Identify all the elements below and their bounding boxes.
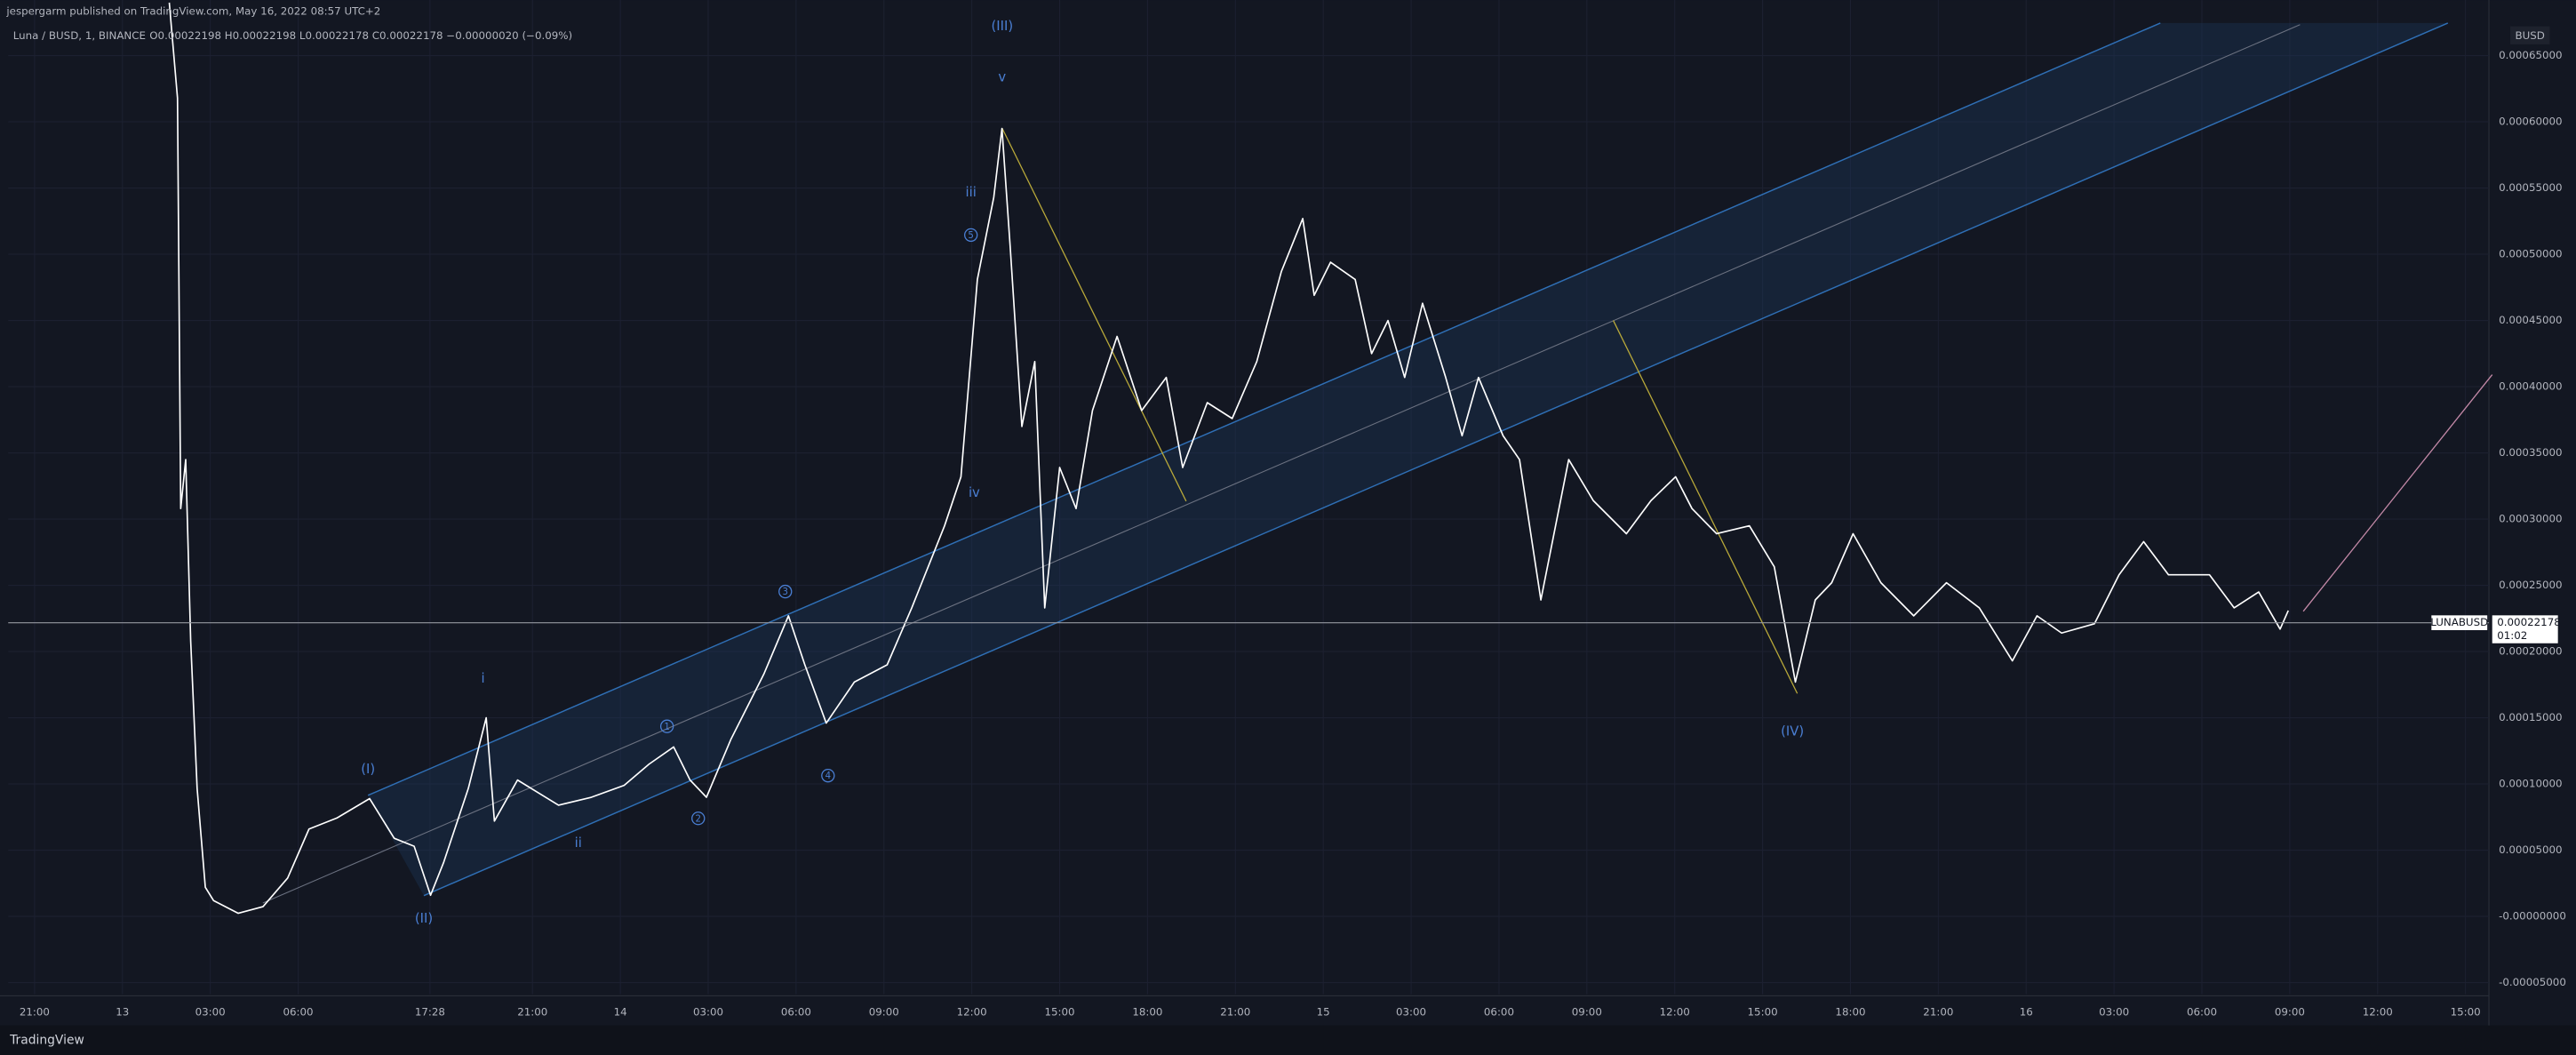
- x-tick-label: 03:00: [2099, 1005, 2129, 1018]
- x-tick-label: 21:00: [1923, 1005, 1953, 1018]
- x-tick-label: 15:00: [2451, 1005, 2481, 1018]
- x-tick-label: 13: [116, 1005, 129, 1018]
- x-tick-label: 06:00: [2187, 1005, 2217, 1018]
- y-tick-label: 0.00010000: [2499, 778, 2563, 790]
- wave-label: 5: [968, 231, 973, 241]
- wave-circle: [691, 811, 706, 826]
- wave-label: i: [482, 671, 485, 686]
- wave-label: 1: [664, 723, 669, 732]
- x-tick-label: 18:00: [1835, 1005, 1865, 1018]
- last-price: 0.00022178: [2497, 616, 2561, 628]
- y-tick-label: 0.00040000: [2499, 380, 2563, 393]
- ticker-box: [2431, 615, 2488, 630]
- countdown: 01:02: [2497, 629, 2527, 642]
- x-tick-label: 03:00: [693, 1005, 723, 1018]
- y-tick-label: 0.00025000: [2499, 579, 2563, 591]
- channel-fill: [368, 22, 2448, 896]
- labels: 0.00065000 0.00060000 0.00055000 0.00050000…: [20, 19, 2566, 1018]
- channel-middle: [262, 24, 2301, 904]
- x-tick-label: 06:00: [283, 1005, 314, 1018]
- y-tick-label: 0.00030000: [2499, 513, 2563, 525]
- x-tick-label: 17:28: [415, 1005, 445, 1018]
- y-tick-label: 0.00050000: [2499, 248, 2563, 260]
- trend-line: [1001, 127, 1187, 502]
- ticker: LUNABUSD: [2430, 616, 2488, 628]
- trend-line: [1612, 320, 1798, 694]
- x-tick-label: 15: [1317, 1005, 1330, 1018]
- x-tick-label: 09:00: [1572, 1005, 1602, 1018]
- brand: TradingView: [9, 1033, 84, 1047]
- x-tick-label: 21:00: [20, 1005, 50, 1018]
- symbol: Luna / BUSD, 1, BINANCE: [13, 29, 146, 42]
- wave-circle: [659, 719, 674, 733]
- wave-label: ii: [575, 835, 582, 851]
- y-tick-label: 0.00060000: [2499, 116, 2563, 128]
- channel-lower: [423, 22, 2449, 897]
- wave-circle: [778, 584, 793, 599]
- x-tick-label: 18:00: [1132, 1005, 1162, 1018]
- projection-line: [2302, 374, 2493, 612]
- wave-label: (III): [991, 19, 1013, 34]
- currency-box: [2510, 26, 2550, 44]
- x-tick-label: 12:00: [2363, 1005, 2393, 1018]
- wave-label: (I): [361, 762, 375, 777]
- y-tick-label: 0.00020000: [2499, 645, 2563, 658]
- x-tick-label: 09:00: [2275, 1005, 2305, 1018]
- wave-circle: [821, 769, 835, 783]
- wave-label: 3: [783, 587, 788, 597]
- y-tick-label: 0.00045000: [2499, 314, 2563, 326]
- y-tick-label: 0.00005000: [2499, 843, 2563, 856]
- footer-bar: [0, 1025, 2576, 1055]
- y-tick-label: 0.00055000: [2499, 181, 2563, 194]
- x-tick-label: 12:00: [1660, 1005, 1690, 1018]
- wave-circle: [963, 228, 978, 243]
- x-tick-label: 06:00: [1484, 1005, 1514, 1018]
- y-tick-label: 0.00065000: [2499, 49, 2563, 61]
- wave-label: (II): [415, 911, 433, 926]
- publisher: jespergarm published on TradingView.com,…: [5, 4, 380, 17]
- x-tick-label: 21:00: [517, 1005, 547, 1018]
- wave-label: 4: [825, 771, 831, 781]
- channel-upper: [367, 22, 2161, 796]
- grid: [8, 0, 2490, 995]
- x-tick-label: 03:00: [195, 1005, 226, 1018]
- x-tick-label: 06:00: [781, 1005, 811, 1018]
- x-tick-label: 03:00: [1396, 1005, 1426, 1018]
- plot: [8, 2, 2490, 915]
- y-tick-label: 0.00015000: [2499, 711, 2563, 723]
- y-tick-label: -0.00005000: [2499, 976, 2566, 988]
- price-box: [2492, 615, 2558, 643]
- wave-label: 2: [696, 814, 701, 824]
- wave-label: (IV): [1781, 723, 1804, 739]
- price-line: [168, 2, 2289, 915]
- x-tick-label: 15:00: [1044, 1005, 1074, 1018]
- x-tick-label: 09:00: [869, 1005, 899, 1018]
- ohlc: O0.00022198 H0.00022198 L0.00022178 C0.0…: [149, 29, 572, 42]
- wave-label: v: [998, 69, 1006, 84]
- wave-label: iii: [966, 185, 977, 200]
- x-tick-label: 15:00: [1748, 1005, 1778, 1018]
- x-tick-label: 21:00: [1220, 1005, 1250, 1018]
- x-tick-label: 14: [614, 1005, 627, 1018]
- y-tick-label: -0.00000000: [2499, 910, 2566, 923]
- y-tick-label: 0.00035000: [2499, 446, 2563, 459]
- x-tick-label: 12:00: [957, 1005, 987, 1018]
- wave-label: iv: [969, 485, 980, 500]
- currency: BUSD: [2516, 29, 2545, 42]
- x-tick-label: 16: [2020, 1005, 2033, 1018]
